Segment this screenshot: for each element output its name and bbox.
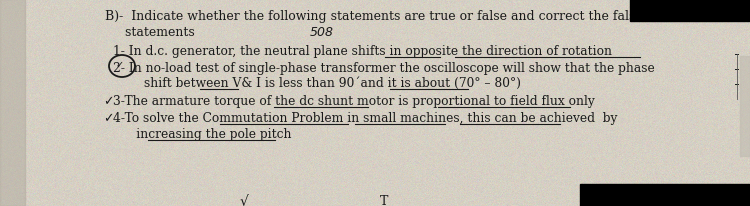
- Text: ✓: ✓: [103, 95, 113, 108]
- Text: 508: 508: [310, 26, 334, 39]
- Bar: [0, 0, 25, 206]
- Bar: [630, 0, 750, 22]
- Text: shift between V& I is less than 90´and it is about (70° – 80°): shift between V& I is less than 90´and i…: [113, 77, 521, 90]
- Bar: [580, 184, 750, 206]
- Text: statements: statements: [105, 26, 195, 39]
- Text: 2- In no-load test of single-phase transformer the oscilloscope will show that t: 2- In no-load test of single-phase trans…: [113, 62, 655, 75]
- Text: B)-  Indicate whether the following statements are true or false and correct the: B)- Indicate whether the following state…: [105, 10, 643, 23]
- Text: ✓: ✓: [116, 60, 124, 70]
- Text: increasing the pole pitch: increasing the pole pitch: [113, 127, 292, 140]
- Text: 3-The armature torque of the dc shunt motor is proportional to field flux only: 3-The armature torque of the dc shunt mo…: [113, 95, 595, 108]
- Text: 1- In d.c. generator, the neutral plane shifts in opposite the direction of rota: 1- In d.c. generator, the neutral plane …: [113, 45, 612, 58]
- Text: √: √: [240, 194, 249, 206]
- Bar: [740, 57, 750, 156]
- Text: ✓: ✓: [103, 111, 113, 124]
- Text: 4-To solve the Commutation Problem in small machines, this can be achieved  by: 4-To solve the Commutation Problem in sm…: [113, 111, 617, 124]
- Text: T: T: [380, 194, 388, 206]
